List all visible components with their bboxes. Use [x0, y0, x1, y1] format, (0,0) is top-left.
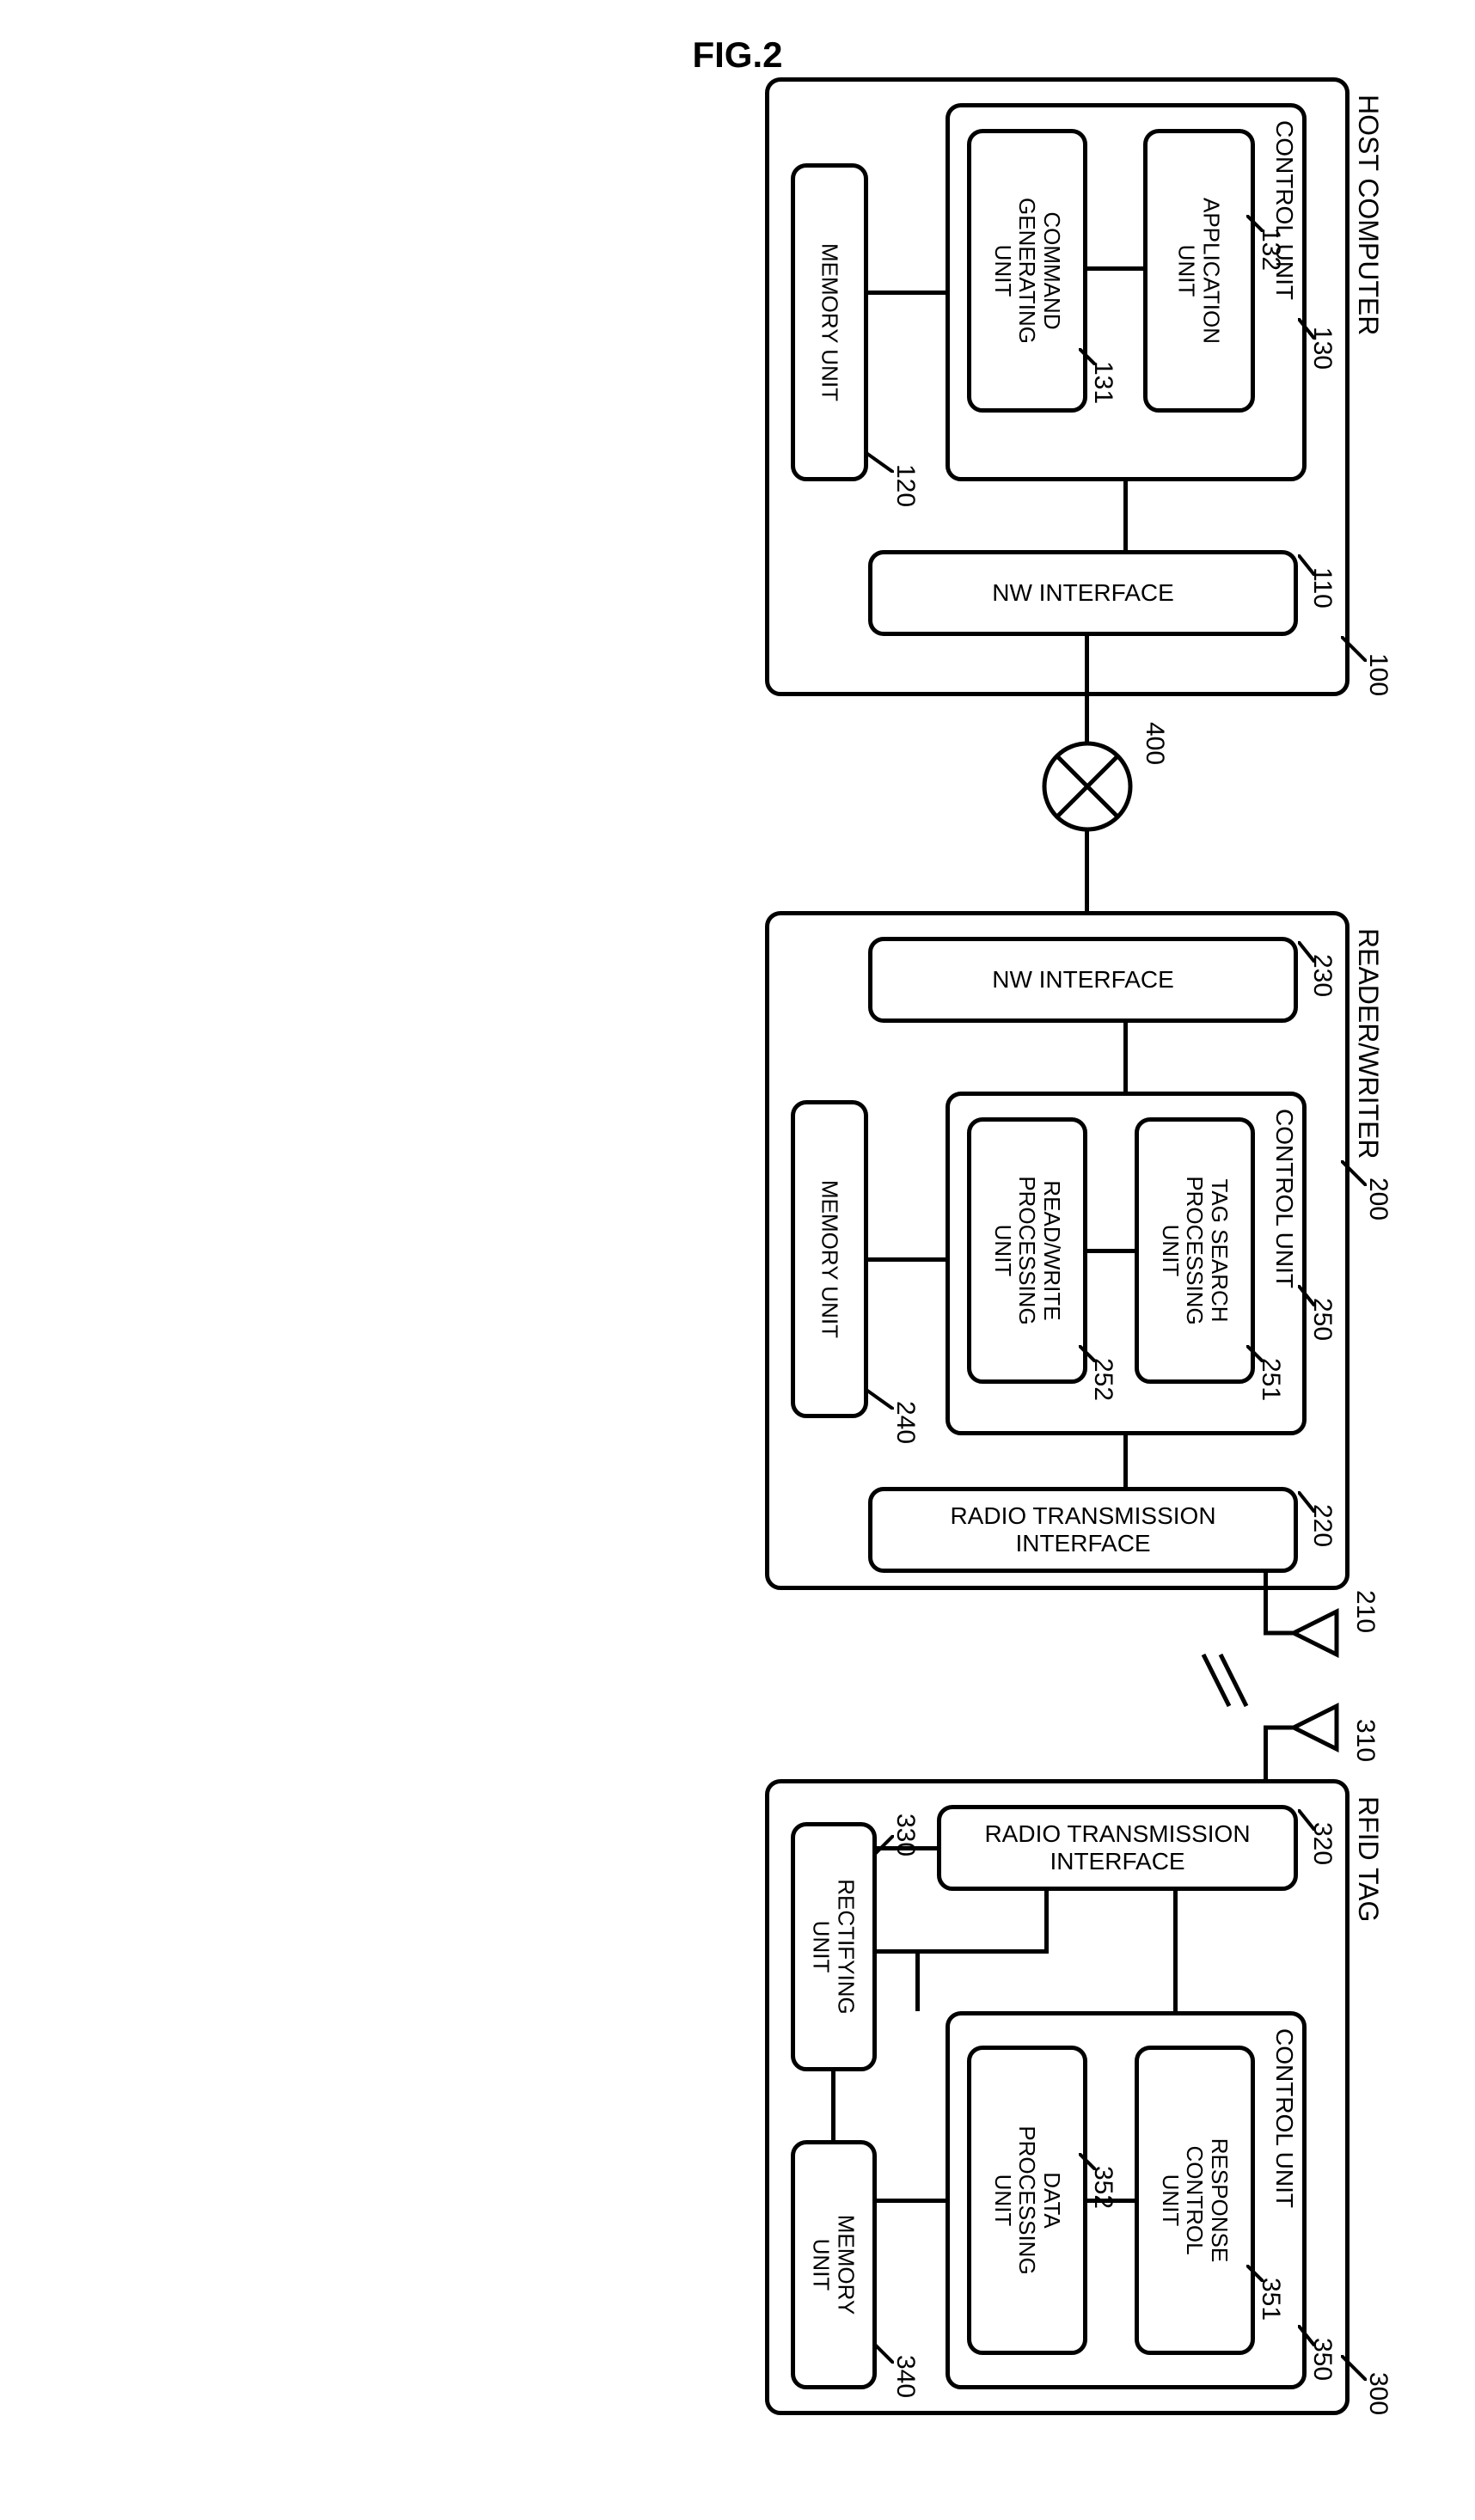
- connector-line: [831, 2071, 835, 2140]
- application-ref: 132: [1256, 228, 1285, 271]
- response-control-label: RESPONSE CONTROL UNIT: [1158, 2138, 1232, 2263]
- connector-line: [1085, 829, 1089, 915]
- host-title: HOST COMPUTER: [1352, 95, 1384, 335]
- leader-line-icon: [864, 1388, 894, 1410]
- leader-line-icon: [1079, 2153, 1096, 2170]
- host-control-label: CONTROL UNIT: [1270, 120, 1298, 300]
- leader-line-icon: [1079, 348, 1096, 365]
- antenna-icon: [1264, 1702, 1341, 1753]
- tag-memory-label: MEMORY UNIT: [809, 2215, 858, 2315]
- diagram-root: HOST COMPUTER 100 CONTROL UNIT 130 APPLI…: [731, 43, 1418, 2450]
- connector-line: [1087, 1249, 1135, 1253]
- connector-line: [1085, 636, 1089, 743]
- leader-line-icon: [1246, 2265, 1264, 2282]
- tag-control-label: CONTROL UNIT: [1270, 2028, 1298, 2208]
- tag-search-ref: 251: [1256, 1358, 1285, 1401]
- connector-line: [1044, 1891, 1049, 1951]
- tag-memory-ref: 340: [891, 2355, 920, 2398]
- connector-line: [1123, 1023, 1128, 1092]
- leader-line-icon: [1298, 1809, 1315, 1831]
- rw-antenna-ref: 210: [1350, 1590, 1380, 1633]
- response-control-ref: 351: [1256, 2278, 1285, 2321]
- connector-line: [1123, 1435, 1128, 1487]
- leader-line-icon: [1246, 1345, 1264, 1362]
- leader-line-icon: [1341, 2355, 1367, 2381]
- tag-ref: 300: [1363, 2372, 1392, 2415]
- connector-line: [1123, 481, 1128, 550]
- leader-line-icon: [864, 451, 894, 473]
- connector-line: [877, 1949, 1049, 1954]
- tag-search-label: TAG SEARCH PROCESSING UNIT: [1158, 1176, 1232, 1324]
- connector-line: [1173, 1891, 1178, 2011]
- network-ref: 400: [1140, 722, 1169, 765]
- connector-line: [1087, 266, 1143, 271]
- tag-antenna-ref: 310: [1350, 1719, 1380, 1762]
- tag-title: RFID TAG: [1352, 1796, 1384, 1922]
- host-ref: 100: [1363, 653, 1392, 696]
- rectifying-label: RECTIFYING UNIT: [809, 1879, 858, 2014]
- host-nw-label: NW INTERFACE: [992, 579, 1174, 607]
- connector-line: [1264, 1573, 1268, 1633]
- rw-memory-ref: 240: [891, 1401, 920, 1444]
- leader-line-icon: [1246, 215, 1264, 232]
- connector-line: [868, 1257, 946, 1262]
- leader-line-icon: [872, 2342, 894, 2364]
- leader-line-icon: [1298, 1285, 1315, 1306]
- host-memory-ref: 120: [891, 464, 920, 507]
- leader-line-icon: [1341, 1160, 1367, 1186]
- readwrite-ref: 252: [1088, 1358, 1117, 1401]
- rw-nw-label: NW INTERFACE: [992, 966, 1174, 994]
- host-memory-label: MEMORY UNIT: [817, 243, 842, 401]
- connector-line: [915, 1949, 920, 2011]
- connector-line: [877, 2199, 946, 2203]
- network-icon: [1040, 739, 1135, 834]
- antenna-icon: [1264, 1607, 1341, 1659]
- rw-memory-label: MEMORY UNIT: [817, 1180, 842, 1338]
- tag-radio-label: RADIO TRANSMISSION INTERFACE: [984, 1820, 1250, 1875]
- connector-line: [1087, 2199, 1135, 2203]
- data-processing-label: DATA PROCESSING UNIT: [990, 2125, 1064, 2274]
- wireless-icon: [1195, 1650, 1264, 1710]
- leader-line-icon: [1298, 2325, 1315, 2346]
- leader-line-icon: [1079, 1345, 1096, 1362]
- connector-line: [877, 1846, 937, 1850]
- leader-line-icon: [1298, 1491, 1315, 1513]
- connector-line: [868, 291, 946, 295]
- readwrite-label: READ/WRITE PROCESSING UNIT: [990, 1176, 1064, 1324]
- leader-line-icon: [1298, 554, 1315, 576]
- command-gen-label: COMMAND GENERATING UNIT: [990, 198, 1064, 344]
- rw-ref: 200: [1363, 1177, 1392, 1220]
- leader-line-icon: [1298, 941, 1315, 963]
- rw-title: READER/WRITER: [1352, 928, 1384, 1159]
- leader-line-icon: [1298, 318, 1315, 339]
- application-label: APPLICATION UNIT: [1174, 198, 1223, 344]
- leader-line-icon: [1341, 636, 1367, 662]
- command-gen-ref: 131: [1088, 361, 1117, 404]
- rw-control-label: CONTROL UNIT: [1270, 1109, 1298, 1288]
- rw-radio-label: RADIO TRANSMISSION INTERFACE: [950, 1502, 1215, 1557]
